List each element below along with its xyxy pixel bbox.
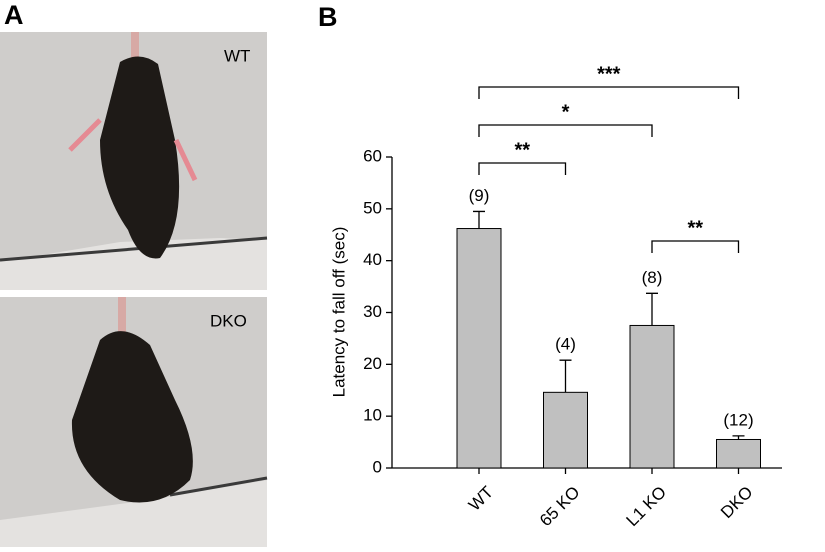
significance-label: *** xyxy=(597,63,621,85)
error-bar xyxy=(473,210,485,229)
significance-label: ** xyxy=(514,139,530,161)
error-bar xyxy=(559,359,572,393)
bar xyxy=(629,324,675,469)
bar xyxy=(716,438,761,469)
y-tick-label: 0 xyxy=(373,457,382,476)
significance-label: ** xyxy=(687,217,703,239)
significance-bracket xyxy=(651,240,740,253)
y-tick-label: 30 xyxy=(363,302,382,321)
bar xyxy=(543,391,588,469)
n-label: (12) xyxy=(723,410,753,429)
y-tick-label: 20 xyxy=(363,354,382,373)
bar xyxy=(456,228,502,469)
photo-label: WT xyxy=(224,46,250,65)
significance-bracket xyxy=(478,124,653,137)
y-axis-label: Latency to fall off (sec) xyxy=(329,227,348,398)
significance-bracket xyxy=(478,162,567,175)
x-tick-label: 65 KO xyxy=(536,483,584,531)
x-tick-label: WT xyxy=(465,483,497,515)
n-label: (9) xyxy=(469,186,490,205)
y-tick-label: 50 xyxy=(363,198,382,217)
x-tick-label: L1 KO xyxy=(622,483,670,531)
significance-bracket xyxy=(478,86,740,99)
panel-label: B xyxy=(318,2,338,32)
photo-label: DKO xyxy=(210,311,247,330)
panel-label: A xyxy=(4,0,24,30)
error-bar xyxy=(646,292,658,326)
y-tick-label: 60 xyxy=(363,146,382,165)
n-label: (4) xyxy=(555,335,576,354)
n-label: (8) xyxy=(642,268,663,287)
photo xyxy=(0,32,268,290)
x-tick-label: DKO xyxy=(717,483,756,522)
y-tick-label: 40 xyxy=(363,250,382,269)
photo xyxy=(0,297,268,547)
significance-label: * xyxy=(562,101,570,123)
error-bar xyxy=(732,435,745,440)
y-tick-label: 10 xyxy=(363,406,382,425)
